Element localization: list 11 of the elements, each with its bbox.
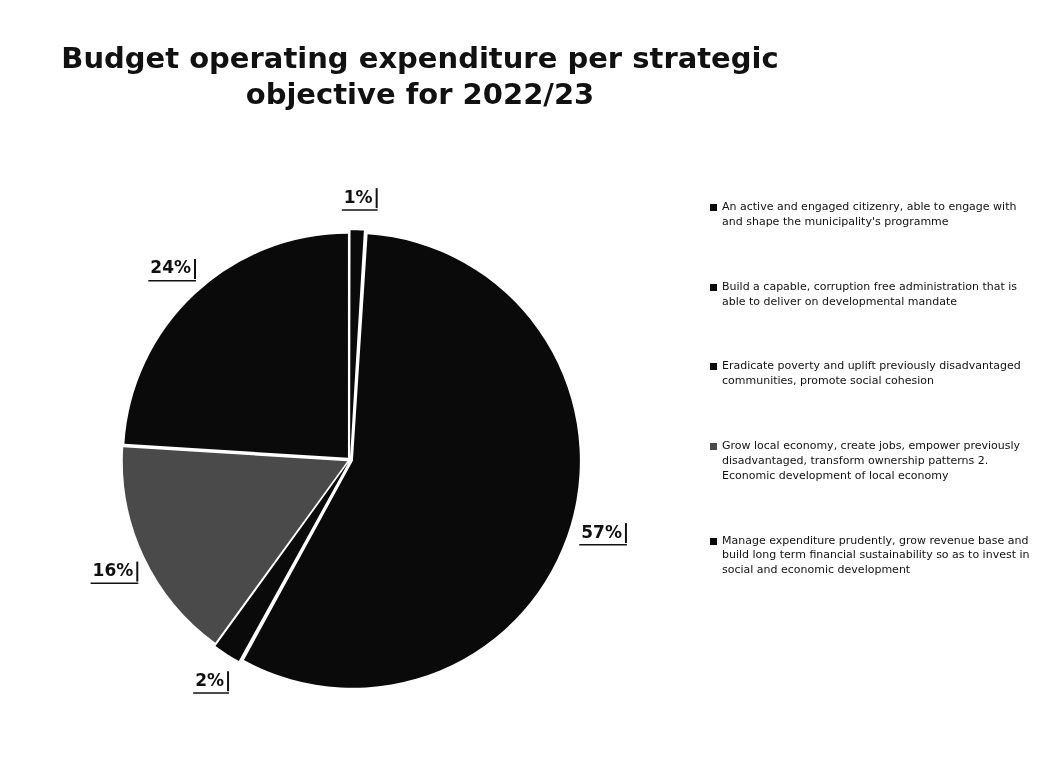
- data-label: 24%: [150, 257, 191, 278]
- legend-label: Manage expenditure prudently, grow revenue base and build long term financial sustainability so as to invest in social and economic development: [722, 533, 1030, 579]
- data-label: 2%: [195, 669, 225, 690]
- legend-label: Build a capable, corruption free administration that is able to deliver on developmental mandate: [722, 279, 1018, 310]
- data-label: 57%: [581, 521, 622, 542]
- chart-title: Budget operating expenditure per strategic objective for 2022/23: [60, 40, 780, 113]
- legend-label: Grow local economy, create jobs, empower previously disadvantaged, transform ownership patterns 2. Economic development of local economy: [722, 439, 1022, 484]
- legend-label: An active and engaged citizenry, able to engage with and shape the municipality's programme: [722, 200, 1018, 230]
- data-label: 16%: [92, 559, 134, 580]
- data-label: 1%: [343, 186, 373, 207]
- legend-label: Eradicate poverty and uplift previously disadvantaged communities, promote social cohesion: [722, 359, 1022, 390]
